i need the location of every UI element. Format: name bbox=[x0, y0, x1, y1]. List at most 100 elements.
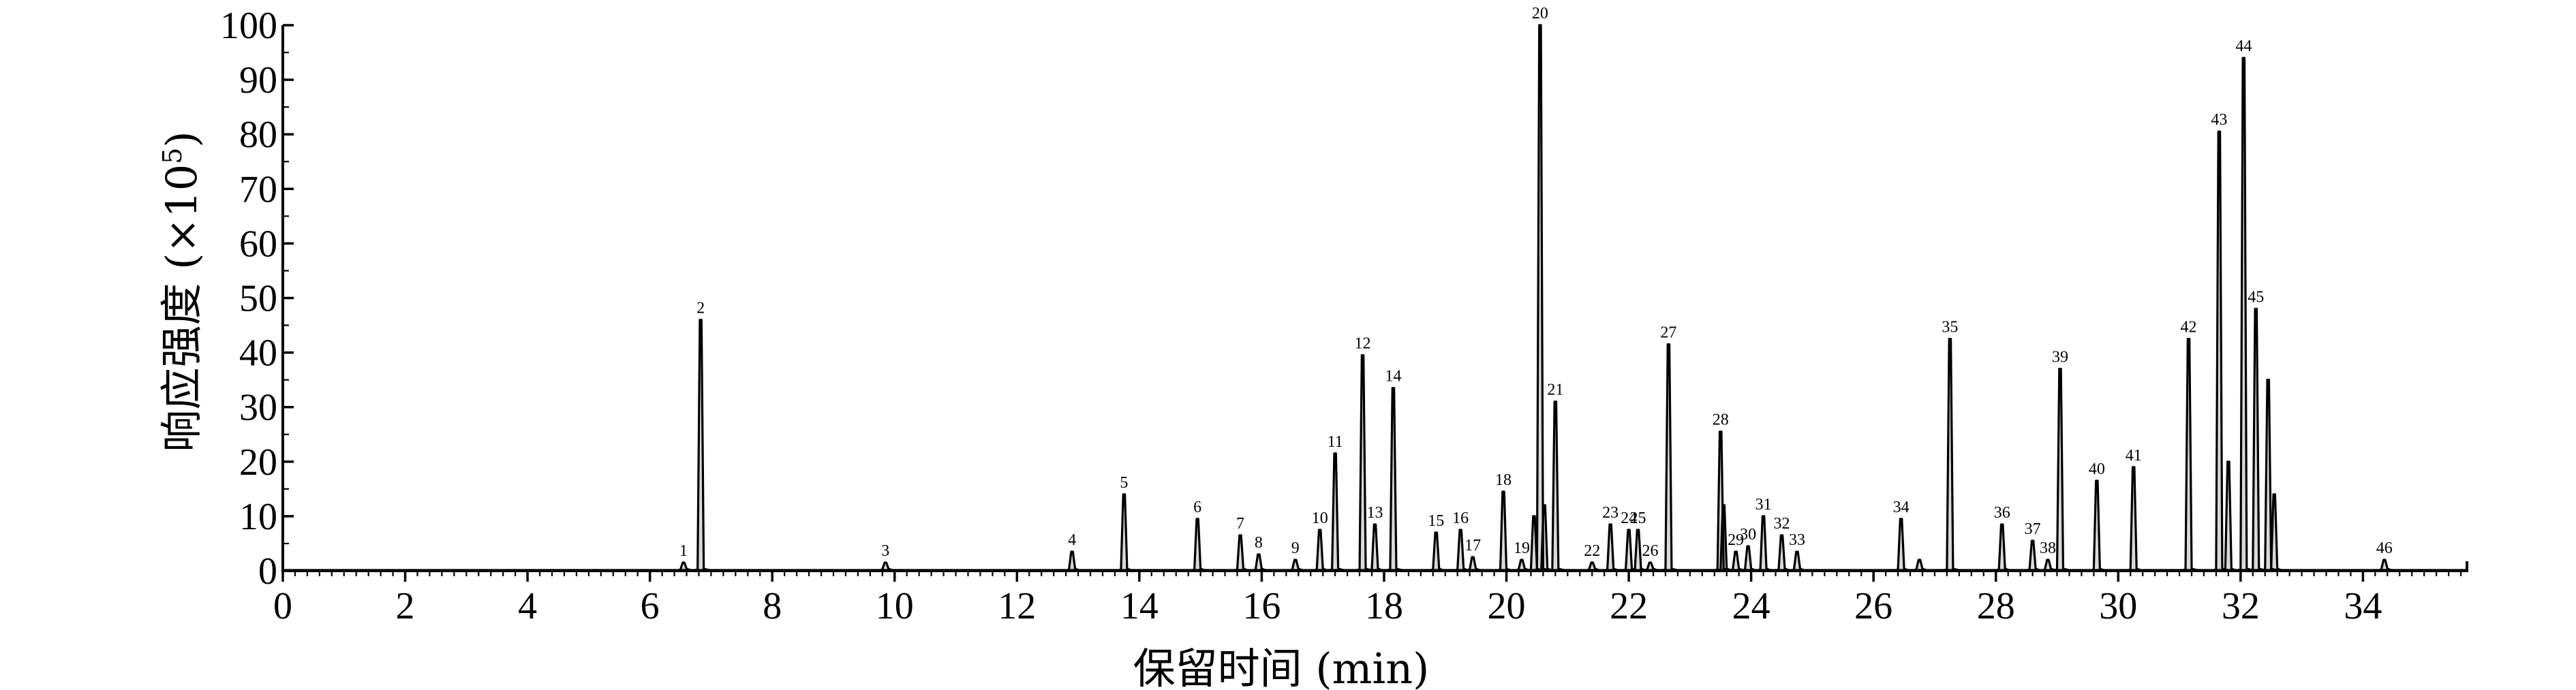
peak-36 bbox=[1993, 523, 2012, 572]
peak-label-31: 31 bbox=[1755, 496, 1772, 514]
peak-42 bbox=[2178, 337, 2202, 572]
x-tick-label: 0 bbox=[273, 585, 292, 627]
x-tick-label: 16 bbox=[1242, 585, 1281, 627]
y-tick-label: 20 bbox=[239, 441, 277, 484]
peak-23 bbox=[1602, 523, 1621, 572]
peak-label-25: 25 bbox=[1630, 509, 1646, 527]
peak-21 bbox=[1545, 401, 1569, 572]
peak-label-13: 13 bbox=[1367, 504, 1383, 522]
x-tick-label: 30 bbox=[2099, 585, 2137, 627]
peak-label-32: 32 bbox=[1774, 515, 1790, 533]
peak-33 bbox=[1788, 550, 1807, 572]
peak-label-7: 7 bbox=[1236, 515, 1244, 533]
peak-6 bbox=[1189, 518, 1208, 572]
y-axis-title-main: 响应强度 (×10 bbox=[157, 164, 206, 452]
y-tick-label: 60 bbox=[239, 223, 277, 265]
peak-46 bbox=[2376, 559, 2395, 572]
peak-17 bbox=[1465, 556, 1483, 572]
peak-label-1: 1 bbox=[679, 542, 688, 560]
peak-label-24: 24 bbox=[1621, 509, 1637, 527]
peak-2 bbox=[690, 318, 714, 572]
y-tick-label: 10 bbox=[239, 496, 277, 538]
peak-label-28: 28 bbox=[1713, 411, 1729, 429]
peak-label-36: 36 bbox=[1994, 504, 2010, 522]
peak-4 bbox=[1064, 550, 1082, 572]
peak-label-42: 42 bbox=[2181, 319, 2197, 336]
y-tick-label: 70 bbox=[239, 168, 277, 210]
peak-label-46: 46 bbox=[2376, 539, 2393, 557]
y-tick-label: 40 bbox=[239, 332, 277, 375]
peak-20 bbox=[1529, 24, 1553, 572]
y-axis-title: 响应强度 (×105) bbox=[157, 131, 206, 452]
peak-label-30: 30 bbox=[1740, 526, 1756, 544]
peak-13 bbox=[1366, 523, 1385, 572]
peak-label-35: 35 bbox=[1942, 319, 1958, 336]
peak-label-5: 5 bbox=[1120, 474, 1128, 492]
peak-30 bbox=[1740, 545, 1758, 572]
x-tick-label: 22 bbox=[1610, 585, 1648, 627]
y-tick-label: 0 bbox=[258, 550, 277, 593]
x-tick-label: 8 bbox=[763, 585, 782, 627]
peak-label-40: 40 bbox=[2089, 460, 2105, 478]
y-axis-title-exponent: 5 bbox=[157, 148, 187, 164]
peak-label-10: 10 bbox=[1312, 509, 1328, 527]
peak-label-33: 33 bbox=[1789, 531, 1805, 549]
peak-9 bbox=[1287, 559, 1306, 572]
peak-label-3: 3 bbox=[881, 542, 889, 560]
x-tick-label: 32 bbox=[2222, 585, 2260, 627]
peak-14 bbox=[1383, 387, 1407, 572]
peak-label-43: 43 bbox=[2211, 111, 2227, 129]
unlabeled-peak bbox=[1911, 559, 1930, 572]
peak-label-21: 21 bbox=[1547, 381, 1563, 399]
axes-frame bbox=[281, 25, 2468, 572]
x-axis-ticks: 0 2 4 6 8 10 12 14 16 18 20 22 24 26 28 30 32 34 bbox=[273, 571, 2462, 627]
peak-11 bbox=[1325, 452, 1348, 572]
peak-label-12: 12 bbox=[1355, 335, 1371, 353]
peak-37 bbox=[2024, 539, 2043, 572]
x-tick-label: 14 bbox=[1120, 585, 1159, 627]
peak-label-9: 9 bbox=[1291, 539, 1300, 557]
y-axis-title-close: ) bbox=[157, 131, 206, 147]
x-tick-label: 24 bbox=[1732, 585, 1770, 627]
x-axis-title: 保留时间 (min) bbox=[1133, 644, 1430, 690]
peak-label-17: 17 bbox=[1465, 537, 1481, 554]
y-tick-label: 30 bbox=[239, 387, 277, 429]
peak-label-11: 11 bbox=[1328, 433, 1343, 451]
y-tick-label: 100 bbox=[220, 5, 277, 47]
x-tick-label: 6 bbox=[641, 585, 660, 627]
peak-45 bbox=[2245, 307, 2269, 572]
peak-32 bbox=[1773, 534, 1792, 572]
peak-label-19: 19 bbox=[1514, 539, 1530, 557]
y-tick-label: 50 bbox=[239, 278, 277, 320]
x-tick-label: 10 bbox=[876, 585, 914, 627]
unlabeled-peak bbox=[2220, 460, 2239, 572]
peak-label-22: 22 bbox=[1584, 542, 1600, 560]
peak-12 bbox=[1352, 354, 1376, 572]
peak-label-41: 41 bbox=[2126, 447, 2142, 465]
x-tick-label: 12 bbox=[998, 585, 1036, 627]
peak-label-38: 38 bbox=[2040, 539, 2056, 557]
peak-19 bbox=[1513, 559, 1532, 572]
peak-label-45: 45 bbox=[2248, 289, 2264, 307]
x-tick-label: 2 bbox=[396, 585, 415, 627]
peak-18 bbox=[1494, 490, 1514, 572]
peak-label-44: 44 bbox=[2235, 37, 2252, 55]
peak-28 bbox=[1710, 430, 1734, 572]
peak-label-18: 18 bbox=[1495, 471, 1512, 489]
peak-7 bbox=[1231, 534, 1251, 572]
peak-34 bbox=[1892, 518, 1912, 572]
peak-label-27: 27 bbox=[1660, 324, 1676, 342]
peak-label-8: 8 bbox=[1255, 534, 1263, 552]
peak-label-26: 26 bbox=[1642, 542, 1658, 560]
peak-8 bbox=[1250, 553, 1269, 572]
peak-10 bbox=[1311, 529, 1330, 572]
peak-35 bbox=[1939, 337, 1963, 572]
peak-label-14: 14 bbox=[1385, 368, 1401, 386]
peak-5 bbox=[1116, 493, 1134, 572]
peak-label-29: 29 bbox=[1728, 531, 1744, 549]
peak-label-20: 20 bbox=[1532, 5, 1548, 22]
peak-label-34: 34 bbox=[1893, 499, 1910, 516]
peak-44 bbox=[2233, 57, 2257, 572]
